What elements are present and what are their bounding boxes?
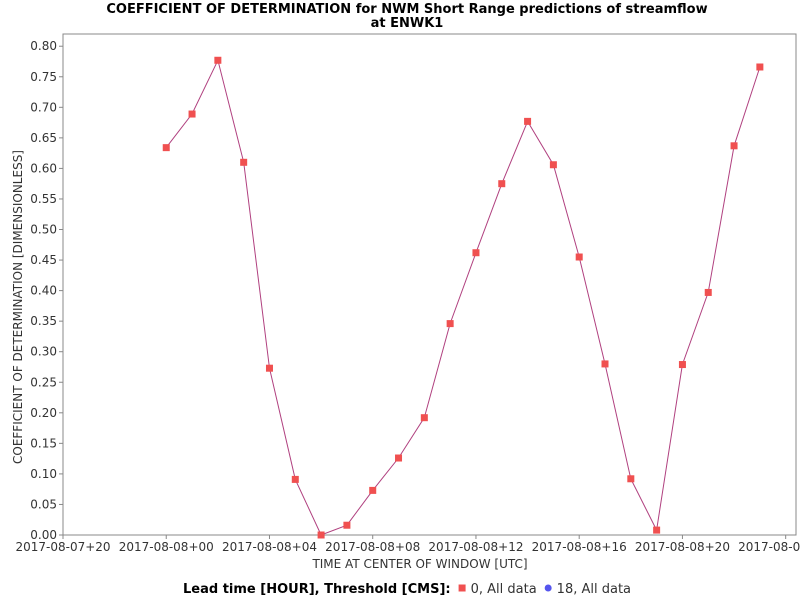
- data-point: [730, 142, 738, 150]
- y-tick-label: 0.30: [30, 345, 57, 359]
- data-point: [575, 253, 583, 261]
- data-point: [162, 144, 170, 152]
- data-point: [369, 486, 377, 494]
- x-tick-label: 2017-08-08+04: [222, 540, 317, 554]
- series-lines: [165, 58, 761, 536]
- legend-label: 0, All data: [471, 582, 537, 597]
- chart-subtitle: at ENWK1: [371, 16, 444, 31]
- y-tick-label: 0.55: [30, 192, 57, 206]
- y-tick-label: 0.15: [30, 436, 57, 450]
- data-point: [291, 475, 299, 483]
- series-line-0: [165, 58, 761, 536]
- data-point: [188, 110, 196, 118]
- y-tick-label: 0.50: [30, 223, 57, 237]
- x-tick-label: 2017-08-08+16: [532, 540, 627, 554]
- x-axis-ticks: 2017-08-07+20 2017-08-08+00 2017-08-08+04 2…: [15, 535, 800, 554]
- series-points: [162, 56, 764, 539]
- x-tick-label: 2017-08-07+20: [15, 540, 110, 554]
- data-point: [420, 414, 428, 422]
- data-point: [498, 180, 506, 188]
- x-tick-label: 2017-08-08+00: [119, 540, 214, 554]
- data-point: [756, 63, 764, 71]
- legend-swatch: [458, 584, 466, 592]
- data-point: [395, 454, 403, 462]
- data-point: [627, 475, 635, 483]
- data-point: [704, 288, 712, 296]
- y-tick-label: 0.10: [30, 467, 57, 481]
- data-point: [653, 526, 661, 534]
- y-axis-ticks: 0.00 0.05 0.10 0.15 0.20 0.25 0.30 0.35 0.40 0.45…: [30, 39, 63, 542]
- y-tick-label: 0.05: [30, 497, 57, 511]
- x-tick-label: 2017-08-08+20: [635, 540, 730, 554]
- y-tick-label: 0.35: [30, 314, 57, 328]
- x-tick-label: 2017-08-08+12: [428, 540, 523, 554]
- y-tick-label: 0.75: [30, 70, 57, 84]
- data-point: [317, 531, 325, 539]
- y-tick-label: 0.40: [30, 284, 57, 298]
- y-tick-label: 0.00: [30, 528, 57, 542]
- x-tick-label: 2017-08-08+08: [325, 540, 420, 554]
- y-tick-label: 0.80: [30, 39, 57, 53]
- data-point: [343, 521, 351, 529]
- y-tick-label: 0.60: [30, 161, 57, 175]
- data-point: [472, 249, 480, 257]
- data-point: [446, 320, 454, 328]
- data-point: [265, 364, 273, 372]
- y-axis-label: COEFFICIENT OF DETERMINATION [DIMENSIONL…: [11, 150, 25, 464]
- data-point: [549, 161, 557, 169]
- legend-title: Lead time [HOUR], Threshold [CMS]:: [183, 582, 451, 597]
- y-tick-label: 0.20: [30, 406, 57, 420]
- y-tick-label: 0.45: [30, 253, 57, 267]
- y-tick-label: 0.65: [30, 131, 57, 145]
- legend-swatch: [544, 584, 552, 592]
- x-axis-label: TIME AT CENTER OF WINDOW [UTC]: [311, 557, 527, 571]
- x-tick-label: 2017-08-09+00: [738, 540, 800, 554]
- data-point: [524, 117, 532, 125]
- data-point: [678, 361, 686, 369]
- data-point: [214, 56, 222, 64]
- plot-frame: [62, 33, 797, 536]
- legend-label: 18, All data: [557, 582, 631, 597]
- data-point: [601, 360, 609, 368]
- chart-title: COEFFICIENT OF DETERMINATION for NWM Sho…: [106, 2, 707, 17]
- y-tick-label: 0.70: [30, 100, 57, 114]
- data-point: [240, 158, 248, 166]
- y-tick-label: 0.25: [30, 375, 57, 389]
- plot-area: [62, 33, 797, 536]
- legend: Lead time [HOUR], Threshold [CMS]: 0, Al…: [183, 582, 631, 597]
